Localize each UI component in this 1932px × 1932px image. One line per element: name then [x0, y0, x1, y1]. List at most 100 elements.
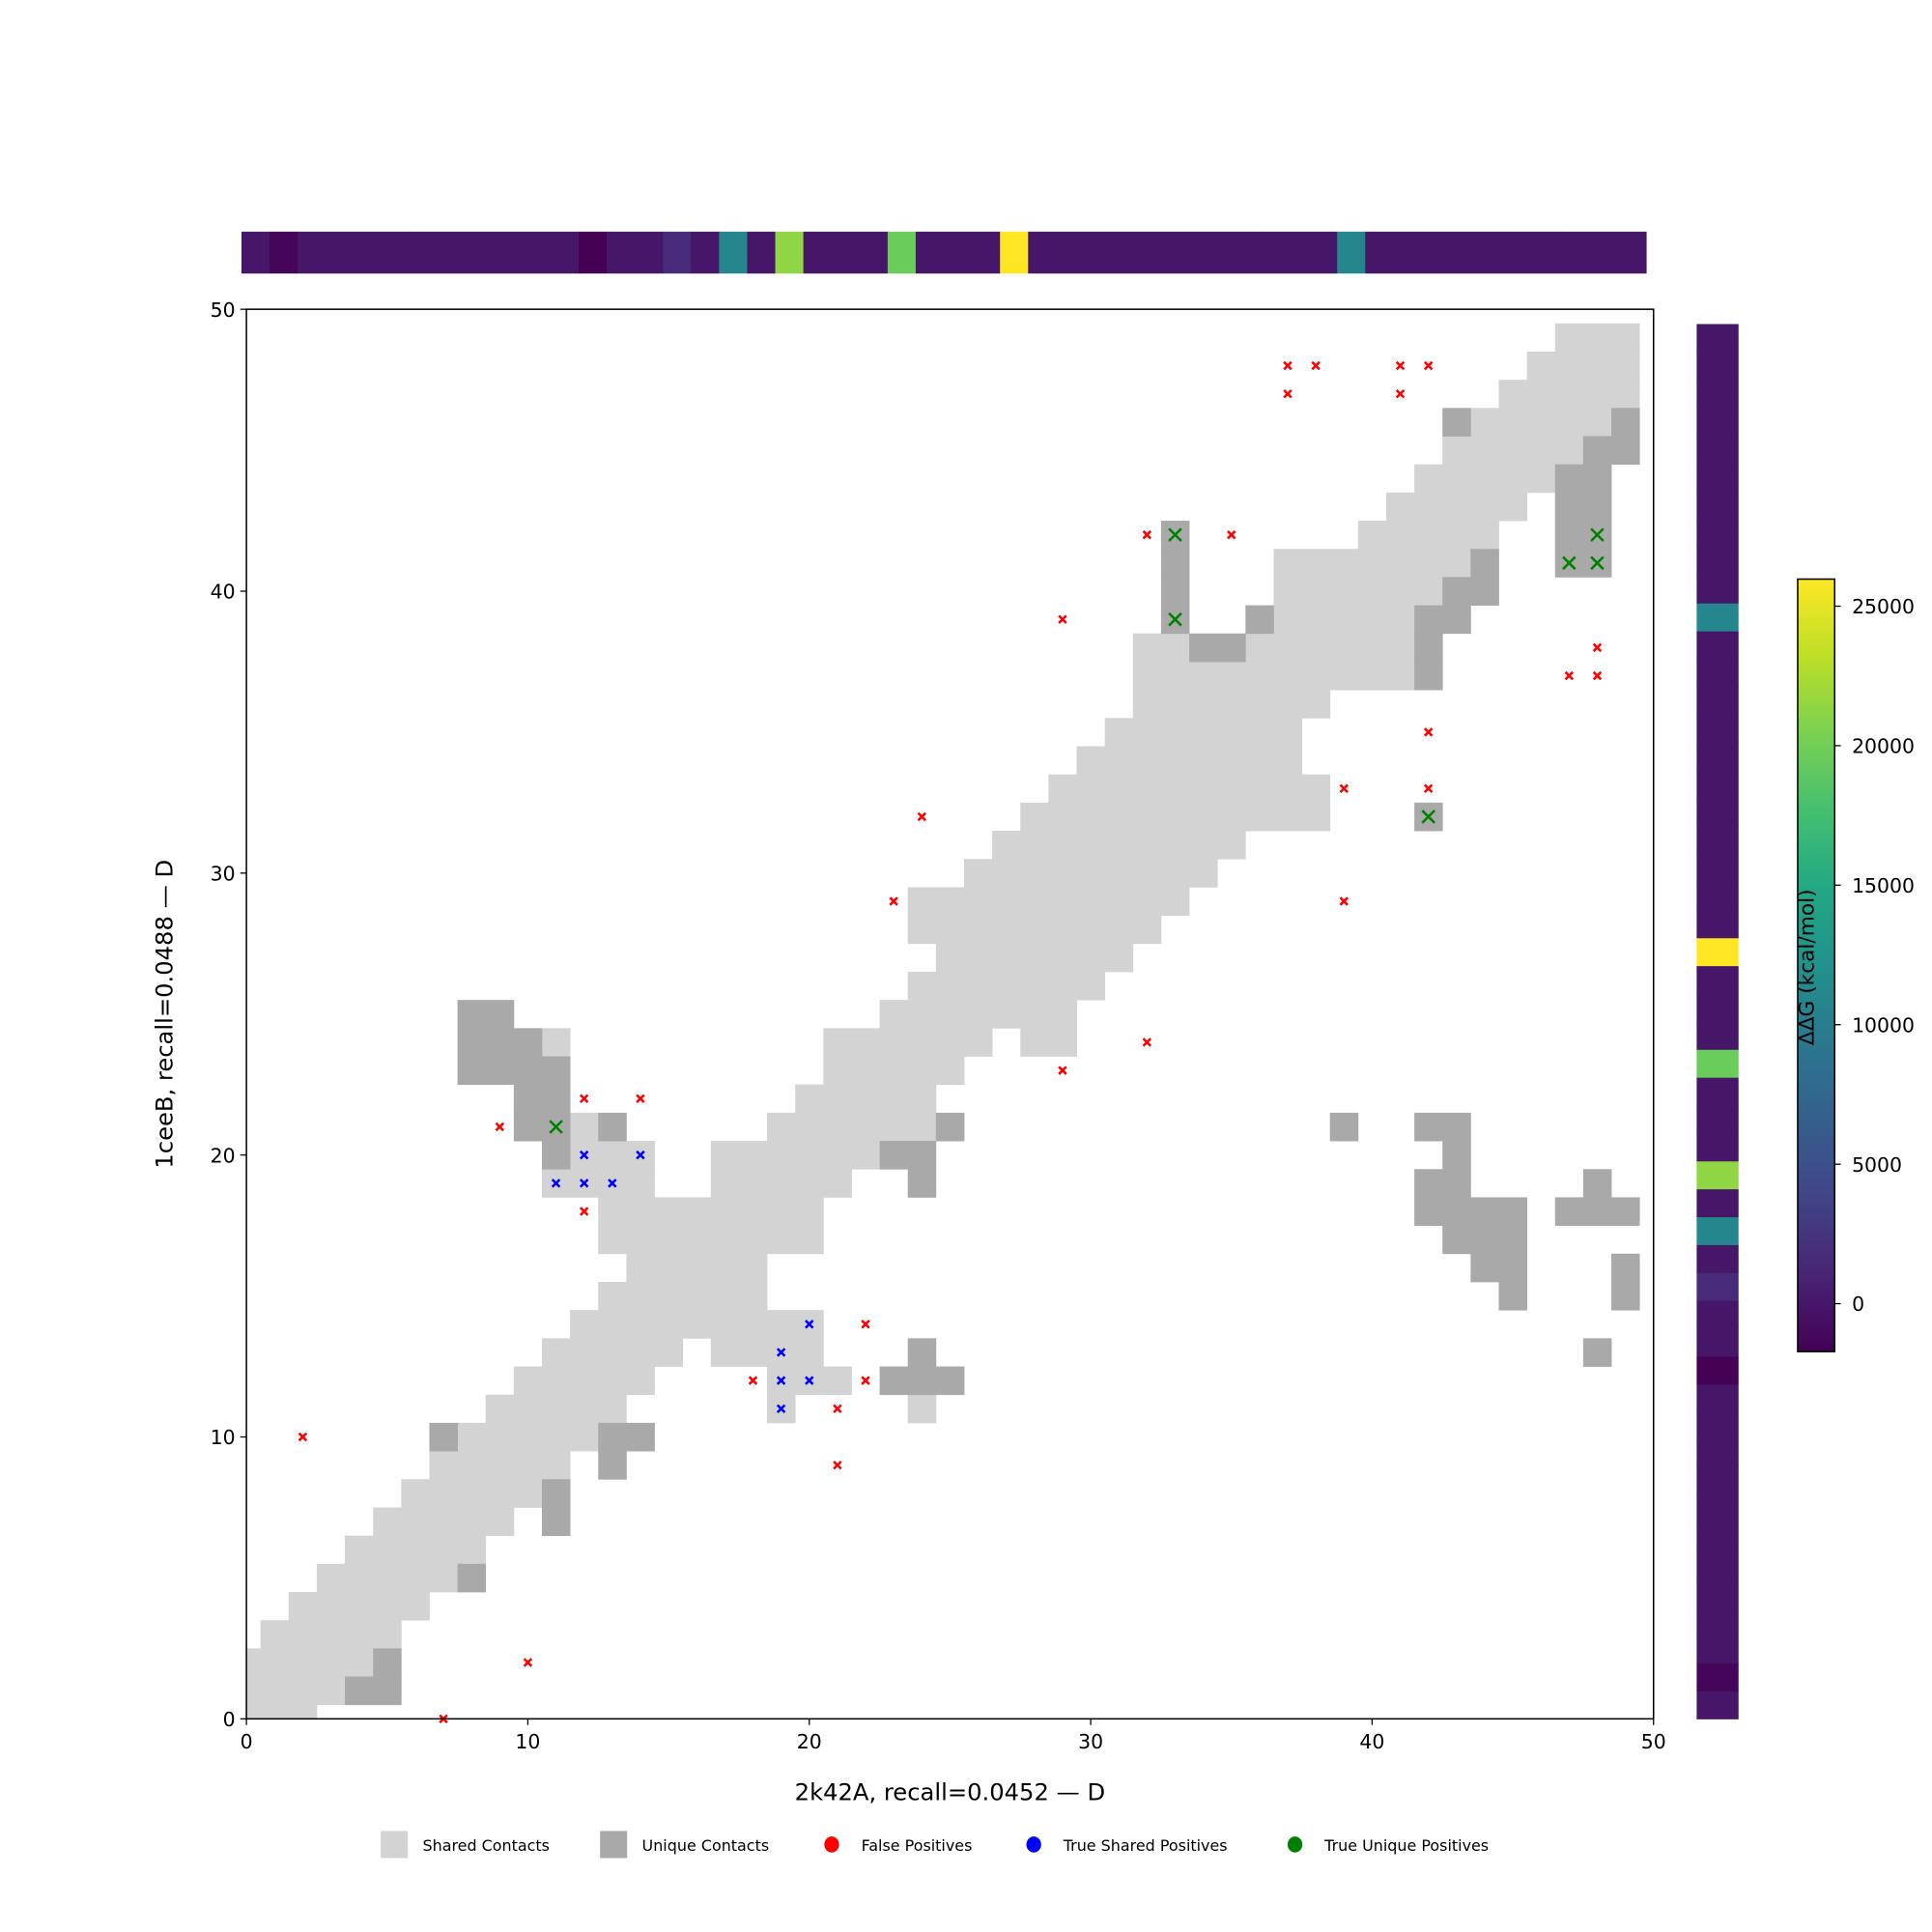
shared-contact-cell — [541, 1338, 684, 1367]
x-tick-label: 50 — [1641, 1730, 1666, 1753]
y-tick-label: 0 — [223, 1708, 236, 1731]
shared-contact-cell — [963, 859, 1218, 888]
unique-contact-cell — [1554, 492, 1612, 522]
right-bar-residue-cell — [1696, 1383, 1739, 1413]
shared-contact-cell — [1273, 605, 1415, 635]
top-bar-residue-cell — [1365, 231, 1394, 274]
right-bar-residue-cell — [1696, 547, 1739, 576]
right-bar-residue-cell — [1696, 770, 1739, 799]
shared-contact-cell — [710, 1141, 880, 1170]
shared-contact-cell — [246, 1648, 374, 1677]
top-bar-residue-cell — [578, 231, 608, 274]
unique-contact-cell — [429, 1422, 458, 1452]
right-bar-residue-cell — [1696, 742, 1739, 772]
legend-label: True Shared Positives — [1063, 1836, 1228, 1855]
main-axes: 0 10 20 30 40 50 0 10 20 30 40 50 2k42A, recall=0.… — [152, 298, 1666, 1806]
shared-contact-cell — [626, 1253, 768, 1283]
right-bar-residue-cell — [1696, 1551, 1739, 1580]
false-positive-marker — [523, 1658, 533, 1667]
false-positive-marker — [1395, 360, 1406, 371]
true-shared-positive-marker — [636, 1150, 645, 1160]
shared-contact-cell — [260, 1620, 402, 1649]
false-positive-marker — [1142, 529, 1152, 540]
shared-contact-cell — [288, 1592, 430, 1621]
shared-contact-cell — [1132, 633, 1190, 663]
top-bar-residue-cell — [1056, 231, 1085, 274]
right-bar-residue-cell — [1696, 1355, 1739, 1385]
top-bar-residue-cell — [1617, 231, 1647, 274]
false-positive-marker — [1423, 360, 1434, 371]
shared-contact-cell — [1442, 436, 1584, 466]
unique-contact-cell — [598, 1451, 627, 1480]
shared-contact-cell — [316, 1563, 458, 1593]
shared-contact-cell — [598, 1281, 768, 1311]
top-bar-residue-cell — [1028, 231, 1057, 274]
unique-contact-cell — [1470, 549, 1499, 578]
unique-contact-cell — [1245, 605, 1274, 635]
shared-contact-cell — [879, 1000, 1077, 1029]
unique-contact-cell — [1582, 436, 1640, 466]
unique-contact-cell — [1611, 408, 1640, 437]
top-bar-residue-cell — [1561, 231, 1591, 274]
right-bar-residue-cell — [1696, 714, 1739, 744]
shared-contact-cell — [1132, 690, 1331, 719]
shared-contact-cell — [710, 1169, 852, 1198]
shared-contact-cell — [1132, 661, 1415, 691]
top-bar-residue-cell — [1337, 231, 1366, 274]
right-bar-residue-cell — [1696, 658, 1739, 688]
top-bar-residue-cell — [1393, 231, 1422, 274]
unique-contact-cell — [1470, 1253, 1528, 1283]
top-bar-residue-cell — [1140, 231, 1170, 274]
right-bar-residue-cell — [1696, 1300, 1739, 1329]
colorbar-tick-label: 5000 — [1852, 1153, 1902, 1177]
top-bar-residue-cell — [1281, 231, 1310, 274]
x-tick-label: 40 — [1359, 1730, 1384, 1753]
shared-contact-cell — [907, 887, 1190, 916]
false-positive-marker — [298, 1432, 308, 1442]
shared-contact-cell — [1273, 549, 1471, 578]
top-bar-residue-cell — [1449, 231, 1479, 274]
unique-contact-cell — [1329, 1112, 1359, 1142]
x-tick-label: 0 — [241, 1730, 253, 1753]
true-shared-positive-marker — [805, 1320, 814, 1329]
unique-contact-cell — [373, 1648, 402, 1677]
true-unique-positive-marker — [1168, 527, 1182, 542]
false-positive-marker — [1423, 783, 1434, 794]
y-tick-label: 30 — [211, 862, 236, 885]
unique-contact-cell — [1582, 1338, 1612, 1367]
top-bar-residue-cell — [691, 231, 720, 274]
top-bar-residue-cell — [1477, 231, 1507, 274]
top-bar-residue-cell — [1224, 231, 1254, 274]
shared-contact-cell — [1498, 380, 1640, 409]
right-bar-residue-cell — [1696, 352, 1739, 381]
shared-contact-cell — [1048, 774, 1331, 804]
true-unique-positive-marker — [1421, 810, 1435, 824]
shared-contact-cell — [513, 1366, 655, 1396]
top-bar-residue-cell — [550, 231, 580, 274]
unique-contact-cell — [907, 1338, 937, 1367]
shared-contact-cell — [457, 1422, 599, 1452]
top-bar-residue-cell — [1000, 231, 1029, 274]
right-bar-residue-cell — [1696, 798, 1739, 827]
top-residue-ddg-bar — [242, 231, 1647, 274]
top-bar-residue-cell — [354, 231, 383, 274]
y-tick-label: 50 — [211, 298, 236, 322]
false-positive-marker — [1058, 1065, 1067, 1075]
right-bar-residue-cell — [1696, 463, 1739, 493]
unique-contact-cell — [1554, 1197, 1640, 1227]
shared-contact-cell — [598, 1225, 824, 1255]
unique-contact-cell — [598, 1112, 627, 1142]
right-bar-residue-cell — [1696, 854, 1739, 883]
right-bar-residue-cell — [1696, 1411, 1739, 1441]
shared-contact-cell — [570, 1310, 824, 1339]
top-bar-residue-cell — [607, 231, 636, 274]
axes-frame — [245, 308, 1655, 1720]
y-tick-label: 20 — [211, 1144, 236, 1167]
false-positive-marker — [1142, 1037, 1152, 1047]
legend-label: True Unique Positives — [1323, 1836, 1489, 1855]
right-bar-residue-cell — [1696, 324, 1739, 353]
right-bar-residue-cell — [1696, 1634, 1739, 1664]
right-residue-ddg-bar — [1696, 324, 1739, 1719]
unique-contact-cell — [1582, 1169, 1612, 1198]
right-bar-residue-cell — [1696, 965, 1739, 995]
